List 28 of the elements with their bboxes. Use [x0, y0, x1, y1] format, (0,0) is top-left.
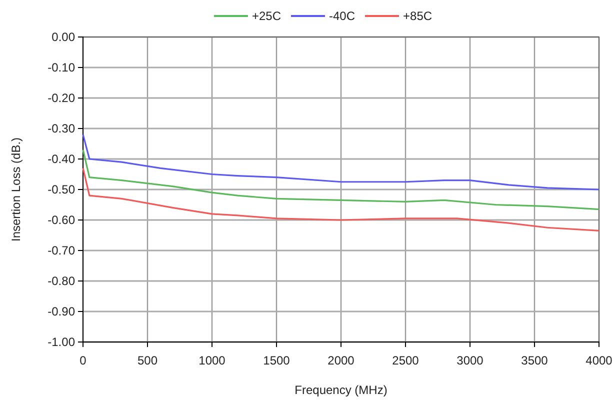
x-axis-title: Frequency (MHz) — [294, 383, 388, 397]
line-series — [82, 167, 600, 232]
legend-label: -40C — [328, 9, 356, 23]
y-tick-label: -0.90 — [48, 304, 76, 318]
y-tick-label: 0.00 — [52, 30, 76, 44]
x-tick-label: 0 — [80, 353, 87, 368]
x-tick-label: 2000 — [328, 353, 355, 368]
y-tick-label: -0.50 — [48, 182, 76, 196]
x-tick-label: 500 — [137, 353, 158, 368]
y-tick-label: -0.30 — [48, 121, 76, 136]
y-tick-label: -0.10 — [48, 60, 76, 74]
x-tick-label: 3500 — [521, 353, 548, 368]
line-series — [82, 149, 600, 210]
line-series — [82, 134, 600, 190]
x-tick-label: 3000 — [456, 353, 484, 368]
y-axis-title: Insertion Loss (dB.) — [9, 137, 23, 242]
y-tick-label: -0.60 — [48, 212, 76, 227]
y-tick-label: -0.40 — [48, 152, 76, 166]
x-tick-label: 4000 — [586, 353, 613, 368]
y-tick-label: -0.20 — [48, 90, 76, 105]
x-tick-label: 1000 — [198, 353, 226, 368]
x-tick-label: 1500 — [263, 353, 290, 368]
y-tick-label: -1.00 — [48, 334, 76, 349]
y-tick-label: -0.80 — [48, 274, 76, 288]
legend-label: +25C — [252, 9, 282, 23]
y-tick-label: -0.70 — [48, 243, 76, 258]
legend-label: +85C — [403, 9, 432, 23]
x-tick-label: 2500 — [392, 353, 420, 368]
